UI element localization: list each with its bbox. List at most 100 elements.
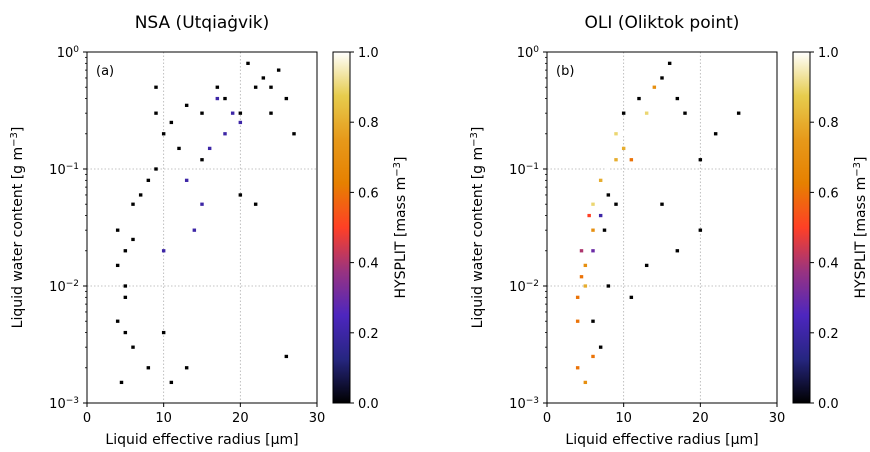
x-tick-label: 10 <box>155 411 172 426</box>
heatmap-cell <box>192 228 197 232</box>
y-tick-exponent: −2 <box>66 279 79 289</box>
heatmap-cell <box>200 111 204 115</box>
heatmap-cell <box>123 249 128 253</box>
heatmap-cell <box>119 380 124 385</box>
heatmap-cell <box>660 202 664 206</box>
heatmap-cell <box>621 146 626 151</box>
heatmap-cell <box>200 202 204 206</box>
y-tick-exponent: −3 <box>526 396 539 406</box>
heatmap-cell <box>177 146 181 151</box>
heatmap-cell <box>606 193 611 197</box>
heatmap-cell <box>579 275 584 279</box>
y-axis-label-tail: ] <box>10 127 26 132</box>
y-tick-label: 10−1 <box>509 162 539 178</box>
heatmap-cell <box>598 178 603 182</box>
heatmap-cell <box>591 249 595 253</box>
y-tick-label: 10−1 <box>49 162 79 178</box>
heatmap-cell <box>606 167 611 171</box>
heatmap-cell <box>154 111 158 115</box>
heatmap-cell <box>276 68 281 72</box>
heatmap-cell <box>253 202 258 206</box>
panel-label: (a) <box>96 64 114 79</box>
heatmap-cell <box>614 202 618 206</box>
colorbar-tick-label: 0.4 <box>818 257 839 272</box>
heatmap-cell <box>675 249 680 253</box>
heatmap-cell <box>621 111 626 115</box>
chart-title: OLI (Oliktok point) <box>585 13 740 33</box>
y-tick-base: 10 <box>57 46 74 61</box>
x-axis-label: Liquid effective radius [µm] <box>565 432 758 448</box>
heatmap-cell <box>207 146 212 151</box>
heatmap-cell <box>644 111 649 115</box>
colorbar-label-main: HYSPLIT [mass m <box>393 177 409 299</box>
heatmap-cell <box>215 85 220 89</box>
y-tick-exponent: −1 <box>526 162 539 172</box>
heatmap-cell <box>579 249 584 253</box>
heatmap-cell <box>184 366 189 370</box>
heatmap-cell <box>591 228 595 232</box>
colorbar-tick-label: 0.0 <box>818 397 839 412</box>
heatmap-cell <box>161 330 166 335</box>
colorbar-label-main: HYSPLIT [mass m <box>853 177 869 299</box>
y-axis-label-superscript: −3 <box>469 132 480 147</box>
y-tick-label: 10−2 <box>49 279 79 295</box>
heatmap-cell <box>115 228 120 232</box>
heatmap-cell <box>269 111 273 115</box>
heatmap-cell <box>169 380 174 385</box>
colorbar-label: HYSPLIT [mass m−3] <box>392 157 410 299</box>
heatmap-cell <box>660 76 664 80</box>
y-tick-exponent: −2 <box>526 279 539 289</box>
heatmap-cell <box>138 193 143 197</box>
heatmap-cell <box>161 249 166 253</box>
heatmap-cell <box>583 380 588 385</box>
heatmap-cell <box>667 61 672 65</box>
heatmap-cell <box>606 284 611 288</box>
colorbar-tick-label: 0.8 <box>818 116 839 131</box>
y-tick-base: 10 <box>509 280 526 295</box>
heatmap-cell <box>583 263 588 268</box>
chart-title: NSA (Utqiaġvik) <box>135 13 270 33</box>
heatmap-cell <box>736 111 741 115</box>
y-tick-exponent: 0 <box>533 45 539 55</box>
panel-label: (b) <box>556 64 574 79</box>
heatmap-cell <box>698 228 703 232</box>
heatmap-cell <box>215 96 220 101</box>
heatmap-cell <box>123 284 128 288</box>
x-tick-label: 20 <box>692 411 709 426</box>
heatmap-cell <box>169 120 174 125</box>
colorbar-label-tail: ] <box>853 157 869 162</box>
plot-area <box>547 52 777 403</box>
y-tick-base: 10 <box>49 397 66 412</box>
heatmap-cell <box>131 202 135 206</box>
heatmap-cell <box>115 263 120 268</box>
heatmap-cell <box>238 120 243 125</box>
colorbar-label-tail: ] <box>393 157 409 162</box>
colorbar-tick-label: 0.0 <box>358 397 379 412</box>
heatmap-cell <box>587 213 591 218</box>
y-axis-label-tail: ] <box>470 127 486 132</box>
heatmap-cell <box>652 85 657 89</box>
heatmap-cell <box>123 330 128 335</box>
colorbar-tick-label: 0.6 <box>818 186 839 201</box>
heatmap-cell <box>131 237 135 242</box>
colorbar-tick-label: 0.8 <box>358 116 379 131</box>
y-tick-exponent: −1 <box>66 162 79 172</box>
heatmap-cell <box>575 295 580 299</box>
y-tick-label: 10−3 <box>49 396 79 412</box>
colorbar-label-superscript: −3 <box>392 162 403 177</box>
heatmap-cell <box>621 132 626 136</box>
heatmap-cell <box>223 132 227 136</box>
y-tick-base: 10 <box>49 280 66 295</box>
heatmap-cell <box>161 132 166 136</box>
y-tick-base: 10 <box>49 163 66 178</box>
y-tick-exponent: 0 <box>73 45 79 55</box>
y-tick-label: 100 <box>57 45 80 61</box>
heatmap-cell <box>154 167 158 171</box>
heatmap-cell <box>598 213 603 218</box>
heatmap-cell <box>115 319 120 323</box>
plot-frame <box>86 51 318 404</box>
heatmap-cell <box>284 354 289 359</box>
heatmap-cell <box>614 132 618 136</box>
colorbar <box>792 51 811 404</box>
